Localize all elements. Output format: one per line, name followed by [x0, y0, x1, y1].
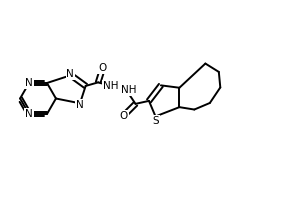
Text: N: N	[25, 109, 33, 119]
Text: N: N	[25, 78, 33, 88]
Text: N: N	[76, 100, 84, 110]
Text: S: S	[153, 116, 159, 126]
Text: N: N	[66, 69, 74, 79]
Text: NH: NH	[121, 85, 137, 95]
Text: NH: NH	[103, 81, 119, 91]
Text: O: O	[119, 111, 128, 121]
Text: O: O	[98, 63, 106, 73]
